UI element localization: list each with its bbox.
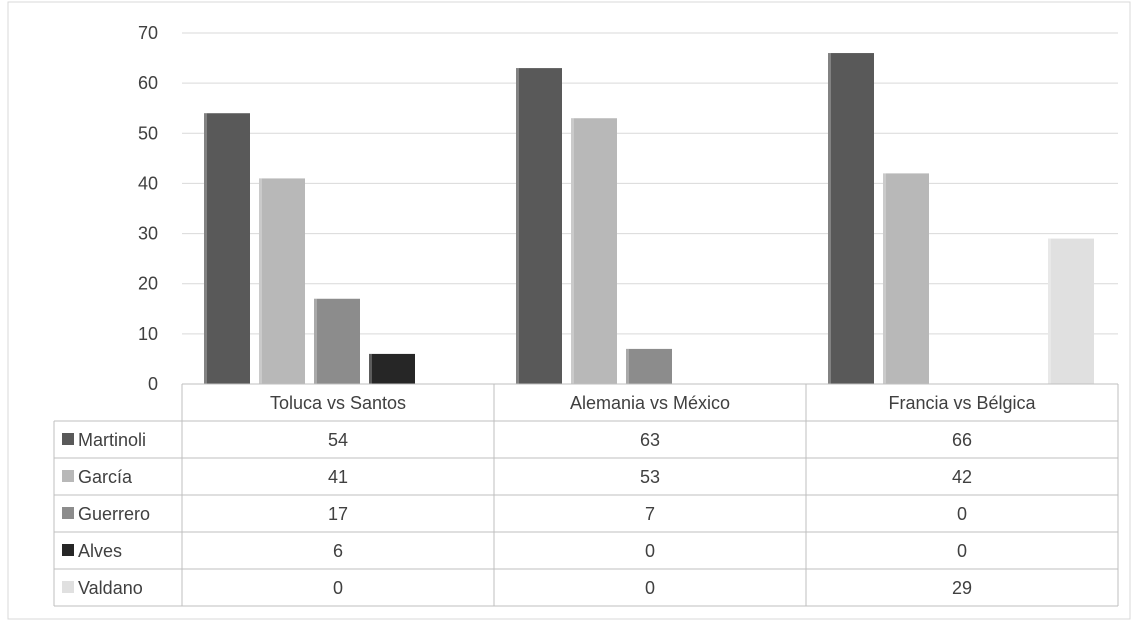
- y-tick-label-60: 60: [138, 73, 158, 93]
- bar-highlight: [369, 353, 372, 384]
- legend-swatch-guerrero: [62, 507, 74, 519]
- bar-garcía-3: [883, 173, 929, 384]
- x-tick-label-3: Francia vs Bélgica: [888, 393, 1036, 413]
- data-label-martinoli-3: 66: [952, 430, 972, 450]
- table-row-garcía: García 41 53 42: [62, 467, 972, 487]
- legend-swatch-valdano: [62, 581, 74, 593]
- bar-highlight: [828, 53, 831, 385]
- legend-swatch-martinoli: [62, 433, 74, 445]
- y-tick-label-0: 0: [148, 374, 158, 394]
- y-tick-label-50: 50: [138, 123, 158, 143]
- data-label-valdano-3: 29: [952, 578, 972, 598]
- legend-swatch-garcía: [62, 470, 74, 482]
- data-label-alves-2: 0: [645, 541, 655, 561]
- data-label-guerrero-3: 0: [957, 504, 967, 524]
- bar-garcía-1: [259, 178, 305, 384]
- chart-border: [7, 1, 1131, 620]
- data-label-martinoli-2: 63: [640, 430, 660, 450]
- bar-body: [516, 68, 562, 384]
- bar-body: [883, 173, 929, 384]
- bar-martinoli-3: [828, 53, 874, 385]
- bar-highlight: [204, 113, 207, 384]
- bar-highlight: [883, 173, 886, 384]
- y-tick-label-40: 40: [138, 173, 158, 193]
- data-label-alves-3: 0: [957, 541, 967, 561]
- legend-label-martinoli: Martinoli: [78, 430, 146, 450]
- data-label-guerrero-2: 7: [645, 504, 655, 524]
- gridlines: [182, 32, 1118, 335]
- y-tick-label-30: 30: [138, 224, 158, 244]
- data-label-garcía-3: 42: [952, 467, 972, 487]
- bar-body: [1048, 238, 1094, 384]
- bar-alves-1: [369, 353, 415, 384]
- bar-body: [828, 53, 874, 385]
- bar-body: [314, 298, 360, 384]
- legend-label-garcía: García: [78, 467, 133, 487]
- legend-label-valdano: Valdano: [78, 578, 143, 598]
- bar-valdano-3: [1048, 238, 1094, 384]
- y-tick-label-10: 10: [138, 324, 158, 344]
- table-row-valdano: Valdano 0 0 29: [62, 578, 972, 598]
- data-label-martinoli-1: 54: [328, 430, 348, 450]
- bar-highlight: [626, 348, 629, 384]
- x-tick-label-2: Alemania vs México: [570, 393, 730, 413]
- y-axis-tick-labels: 0 10 20 30 40 50 60 70: [138, 23, 158, 394]
- bar-highlight: [571, 118, 574, 384]
- data-label-valdano-2: 0: [645, 578, 655, 598]
- data-label-alves-1: 6: [333, 541, 343, 561]
- x-tick-label-1: Toluca vs Santos: [270, 393, 406, 413]
- data-label-valdano-1: 0: [333, 578, 343, 598]
- bar-body: [259, 178, 305, 384]
- table-row-alves: Alves 6 0 0: [62, 541, 967, 561]
- bar-garcía-2: [571, 118, 617, 384]
- bar-highlight: [516, 68, 519, 384]
- bar-highlight: [314, 298, 317, 384]
- y-tick-label-20: 20: [138, 274, 158, 294]
- bar-highlight: [259, 178, 262, 384]
- legend-label-alves: Alves: [78, 541, 122, 561]
- legend-swatch-alves: [62, 544, 74, 556]
- bar-body: [626, 348, 672, 384]
- data-label-guerrero-1: 17: [328, 504, 348, 524]
- table-row-guerrero: Guerrero 17 7 0: [62, 504, 967, 524]
- bar-highlight: [1048, 238, 1051, 384]
- y-tick-label-70: 70: [138, 23, 158, 43]
- data-table: Toluca vs Santos Alemania vs México Franci…: [53, 383, 1119, 607]
- data-label-garcía-1: 41: [328, 467, 348, 487]
- bars: [204, 53, 1094, 385]
- legend-label-guerrero: Guerrero: [78, 504, 150, 524]
- bar-martinoli-2: [516, 68, 562, 384]
- bar-guerrero-1: [314, 298, 360, 384]
- bar-body: [204, 113, 250, 384]
- bar-martinoli-1: [204, 113, 250, 384]
- bar-body: [369, 353, 415, 384]
- table-row-martinoli: Martinoli 54 63 66: [62, 430, 972, 450]
- bar-body: [571, 118, 617, 384]
- bar-guerrero-2: [626, 348, 672, 384]
- data-label-garcía-2: 53: [640, 467, 660, 487]
